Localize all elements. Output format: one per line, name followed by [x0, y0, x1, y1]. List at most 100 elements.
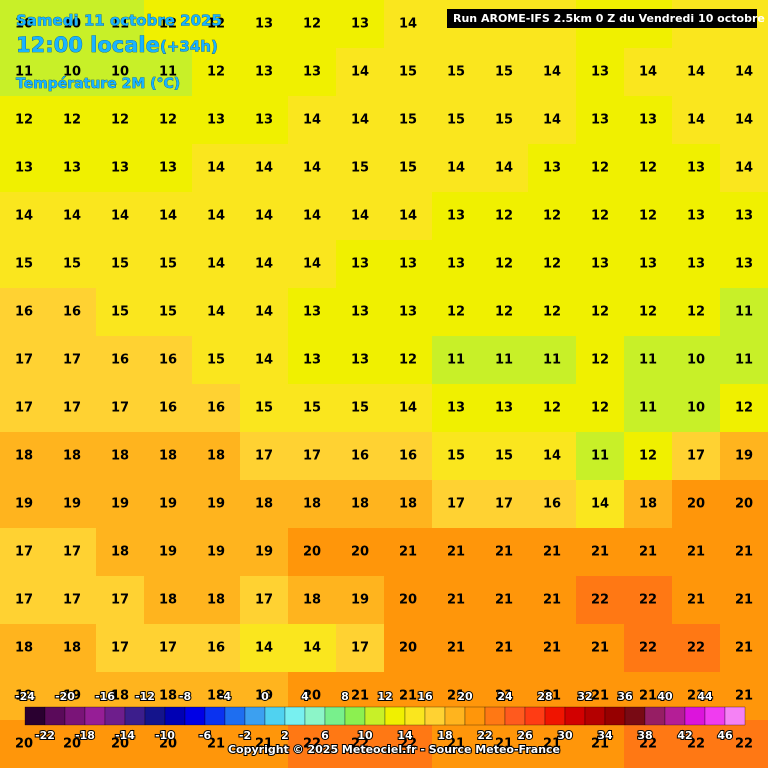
temperature-cell	[192, 192, 241, 241]
temperature-value: 11	[495, 353, 513, 368]
temperature-value: 17	[495, 497, 513, 512]
temperature-value: 21	[543, 545, 561, 560]
temperature-value: 14	[543, 113, 561, 128]
temperature-value: 21	[495, 689, 513, 704]
temperature-cell	[528, 336, 577, 385]
temperature-value: 14	[351, 113, 369, 128]
temperature-cell	[528, 576, 577, 625]
temperature-value: 12	[15, 113, 33, 128]
temperature-value: 12	[159, 113, 177, 128]
temperature-cell	[480, 192, 529, 241]
temperature-cell	[240, 240, 289, 289]
temperature-cell	[576, 96, 625, 145]
temperature-value: 20	[15, 737, 33, 752]
temperature-cell	[144, 576, 193, 625]
colorbar-label: -14	[115, 729, 135, 742]
temperature-value: 15	[303, 401, 321, 416]
temperature-cell	[384, 720, 433, 768]
temperature-cell	[576, 144, 625, 193]
temperature-cell	[720, 528, 768, 577]
temperature-cell	[624, 96, 673, 145]
temperature-value: 19	[15, 689, 33, 704]
temperature-value: 14	[303, 257, 321, 272]
temperature-value: 12	[495, 209, 513, 224]
temperature-cell	[192, 96, 241, 145]
temperature-value: 17	[111, 401, 129, 416]
temperature-cell	[96, 528, 145, 577]
temperature-cell	[336, 0, 385, 49]
temperature-cell	[384, 624, 433, 673]
temperature-cell	[288, 336, 337, 385]
temperature-cell	[576, 720, 625, 768]
temperature-value: 12	[495, 257, 513, 272]
temperature-cell	[240, 720, 289, 768]
temperature-cell	[144, 384, 193, 433]
temperature-value: 21	[495, 545, 513, 560]
temperature-value: 17	[255, 449, 273, 464]
temperature-value: 16	[543, 497, 561, 512]
temperature-cell	[480, 48, 529, 97]
temperature-value: 13	[111, 161, 129, 176]
temperature-cell	[480, 384, 529, 433]
temperature-cell	[288, 192, 337, 241]
temperature-cell	[336, 720, 385, 768]
temperature-value: 14	[735, 161, 753, 176]
temperature-cell	[336, 192, 385, 241]
temperature-value: 21	[735, 545, 753, 560]
temperature-cell	[336, 480, 385, 529]
temperature-value: 13	[303, 353, 321, 368]
temperature-cell	[0, 144, 49, 193]
temperature-value: 12	[591, 209, 609, 224]
temperature-cell	[384, 384, 433, 433]
temperature-value: 21	[399, 689, 417, 704]
temperature-cell	[336, 432, 385, 481]
colorbar-label: 26	[517, 729, 533, 742]
temperature-cell	[192, 624, 241, 673]
colorbar-label: 4	[301, 690, 309, 703]
temperature-cell	[48, 144, 97, 193]
colorbar-swatch	[644, 706, 666, 726]
temperature-value: 13	[399, 257, 417, 272]
temperature-value: 21	[735, 641, 753, 656]
temperature-value: 16	[159, 353, 177, 368]
temperature-value: 16	[63, 305, 81, 320]
temperature-cell	[624, 240, 673, 289]
temperature-cell	[0, 576, 49, 625]
temperature-value: 14	[207, 305, 225, 320]
temperature-cell	[624, 624, 673, 673]
temperature-value: 16	[111, 353, 129, 368]
temperature-cell	[720, 480, 768, 529]
temperature-value: 12	[399, 353, 417, 368]
colorbar-swatch	[224, 706, 246, 726]
temperature-value: 13	[351, 17, 369, 32]
temperature-cell	[624, 432, 673, 481]
temperature-cell	[96, 384, 145, 433]
temperature-value: 15	[399, 161, 417, 176]
colorbar-swatch	[684, 706, 706, 726]
temperature-cell	[720, 432, 768, 481]
temperature-value: 21	[447, 593, 465, 608]
temperature-value: 19	[255, 689, 273, 704]
temperature-cell	[336, 96, 385, 145]
colorbar-label: -22	[35, 729, 55, 742]
temperature-cell	[336, 144, 385, 193]
temperature-value: 21	[399, 545, 417, 560]
time-label: 12:00 locale	[16, 33, 160, 57]
temperature-value: 19	[735, 449, 753, 464]
temperature-value: 17	[159, 641, 177, 656]
temperature-value: 13	[639, 113, 657, 128]
temperature-value: 14	[255, 257, 273, 272]
temperature-cell	[240, 96, 289, 145]
temperature-cell	[288, 720, 337, 768]
colorbar-label: -24	[15, 690, 35, 703]
temperature-cell	[432, 576, 481, 625]
temperature-value: 14	[303, 209, 321, 224]
temperature-cell	[384, 432, 433, 481]
temperature-value: 21	[495, 737, 513, 752]
temperature-cell	[480, 624, 529, 673]
temperature-cell	[288, 624, 337, 673]
temperature-cell	[144, 240, 193, 289]
temperature-cell	[0, 96, 49, 145]
temperature-cell	[576, 240, 625, 289]
temperature-cell	[624, 144, 673, 193]
